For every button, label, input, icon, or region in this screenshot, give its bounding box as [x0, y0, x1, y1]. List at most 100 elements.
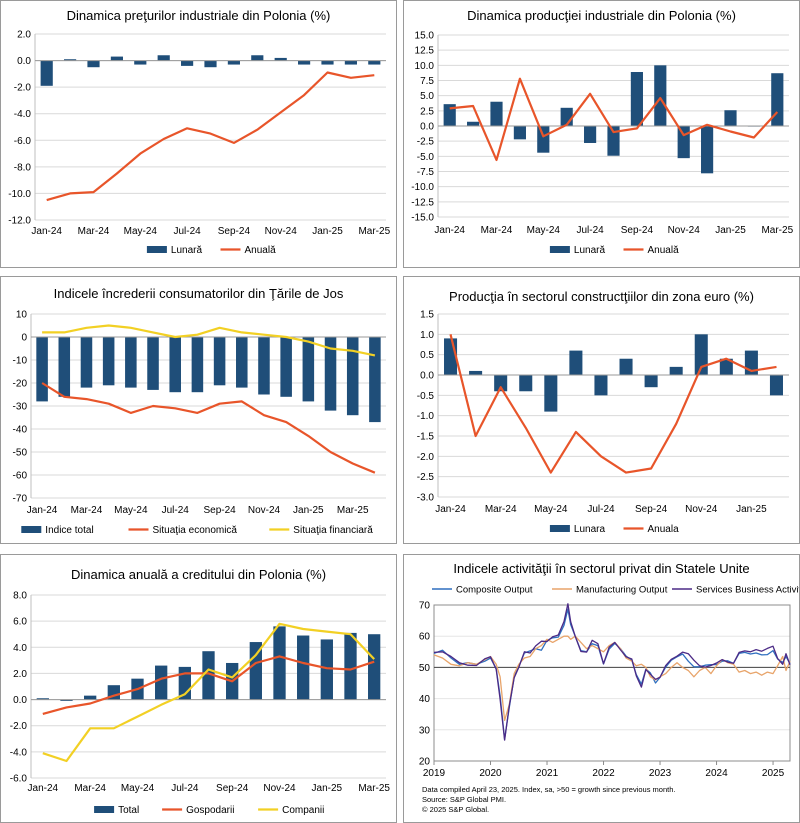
x-tick-label: Jul-24 [171, 783, 199, 794]
chart-title: Indicele activităţii în sectorul privat … [453, 561, 750, 576]
x-tick-label: Jan-25 [312, 226, 343, 237]
chart-panel-industrial-production: Dinamica producţiei industriale din Polo… [403, 0, 800, 268]
y-tick-label: 5.0 [420, 91, 434, 102]
bar-Mar-24 [87, 60, 100, 68]
y-tick-label: 15.0 [415, 31, 435, 42]
chart-panel-construction-output: Producţia în sectorul constructţiilor di… [403, 276, 800, 544]
footnote-line: © 2025 S&P Global. [422, 805, 489, 814]
legend-swatch [549, 246, 570, 253]
series-line-Anuală [46, 71, 375, 202]
bar-May-24 [537, 126, 550, 153]
footnote-line: Data compiled April 23, 2025. Index, sa,… [422, 785, 675, 794]
series-line-Situaţia financiară [42, 324, 376, 357]
bar-Mar-24 [490, 101, 503, 126]
bar-Oct-24 [236, 337, 248, 388]
bar-Feb-25 [324, 337, 337, 411]
legend-swatch [21, 526, 42, 533]
x-tick-label: Mar-25 [761, 225, 793, 236]
bar-May-24 [134, 60, 147, 65]
bar-Dec-24 [280, 337, 292, 397]
x-tick-label: May-24 [527, 225, 561, 236]
y-tick-label: 2.5 [420, 106, 434, 117]
bar-Aug-24 [191, 337, 204, 393]
y-tick-label: 0.0 [420, 122, 434, 133]
x-tick-label: Jan-24 [435, 504, 466, 515]
bar-Jan-24 [443, 104, 456, 126]
bar-Aug-24 [607, 126, 620, 156]
legend-swatch [146, 246, 167, 253]
x-tick-label: Mar-24 [485, 504, 517, 515]
bar-May-24 [544, 375, 558, 412]
series-line-Gospodarii [42, 655, 375, 715]
bar-Oct-24 [654, 65, 667, 126]
y-tick-label: 0.0 [17, 56, 31, 67]
legend-label: Lunară [574, 245, 606, 256]
y-tick-label: -40 [13, 425, 28, 436]
bar-Jan-25 [302, 337, 315, 402]
chart-plot: -3.0 -2.5 -2.0 -1.5 -1.0 -0.5 0.0 0.5 1.0 1.5 Jan-… [417, 310, 789, 535]
y-tick-label: -2.0 [417, 452, 435, 463]
y-tick-label: 60 [419, 632, 431, 643]
x-tick-label: May-24 [534, 504, 568, 515]
x-tick-label: Jul-24 [173, 226, 201, 237]
x-tick-label: Jan-24 [434, 225, 465, 236]
bar-Feb-24 [467, 121, 480, 126]
bar-Apr-24 [513, 126, 526, 140]
legend-swatch [94, 806, 115, 813]
y-tick-label: -6.0 [10, 774, 28, 785]
x-tick-label: Jul-24 [576, 225, 604, 236]
y-tick-label: -10 [13, 356, 28, 367]
bar-Dec-24 [298, 60, 311, 65]
bar-Dec-24 [719, 358, 733, 375]
chart-panel-consumer-confidence: Indicele încrederii consumatorilor din Ţ… [0, 276, 397, 544]
bar-Aug-24 [202, 651, 215, 700]
x-tick-label: 2019 [423, 768, 446, 779]
bar-Jul-24 [584, 126, 597, 143]
series-line-Manufacturing Output [433, 635, 791, 722]
y-tick-label: -20 [13, 379, 28, 390]
x-tick-label: Jan-25 [736, 504, 767, 515]
x-tick-label: 2025 [762, 768, 785, 779]
y-tick-label: -6.0 [14, 136, 32, 147]
legend-label: Situaţia financiară [293, 525, 373, 536]
y-tick-label: 1.5 [420, 310, 434, 321]
bar-Jan-25 [724, 110, 737, 126]
bar-Apr-24 [110, 56, 123, 61]
bar-Dec-24 [701, 126, 714, 174]
bar-Nov-24 [274, 57, 287, 61]
x-tick-label: 2020 [479, 768, 502, 779]
bar-Mar-24 [84, 695, 97, 700]
legend-label: Total [118, 805, 139, 816]
bar-Feb-25 [769, 375, 783, 396]
series-line-Anuala [449, 334, 777, 474]
bar-Jan-25 [321, 60, 334, 65]
x-tick-label: Jan-24 [31, 226, 62, 237]
x-tick-label: Mar-24 [481, 225, 513, 236]
y-tick-label: -8.0 [14, 162, 32, 173]
y-tick-label: 50 [419, 663, 431, 674]
x-tick-label: 2023 [649, 768, 672, 779]
y-tick-label: 0.0 [13, 695, 27, 706]
bar-Dec-24 [297, 635, 310, 700]
x-tick-label: Mar-25 [358, 783, 390, 794]
chart-panel-credit-dynamics: Dinamica anuală a creditului din Polonia… [0, 554, 397, 823]
legend-label: Composite Output [456, 585, 533, 596]
y-tick-label: 30 [419, 725, 431, 736]
y-tick-label: 2.0 [13, 669, 27, 680]
bar-Jan-24 [40, 60, 53, 86]
chart-title: Dinamica anuală a creditului din Polonia… [70, 567, 327, 582]
bar-Sep-24 [630, 72, 643, 126]
chart-title: Dinamica producţiei industriale din Polo… [467, 8, 736, 23]
x-tick-label: Mar-24 [74, 783, 106, 794]
bar-Feb-24 [469, 370, 483, 375]
bar-Apr-25 [369, 337, 381, 423]
y-tick-label: 0.0 [420, 371, 434, 382]
series-line-Composite Output [433, 608, 791, 740]
y-tick-label: 70 [419, 601, 431, 612]
legend-label: Anuală [245, 245, 277, 256]
chart-panel-us-pmi: Indicele activităţii în sectorul privat … [403, 554, 800, 823]
chart-plot: -12.0 -10.0 -8.0 -6.0 -4.0 -2.0 0.0 2.0 Jan-24 Ma… [8, 30, 390, 257]
bar-Sep-24 [227, 60, 240, 65]
y-tick-label: 0.5 [420, 350, 434, 361]
x-tick-label: Mar-24 [71, 505, 103, 516]
